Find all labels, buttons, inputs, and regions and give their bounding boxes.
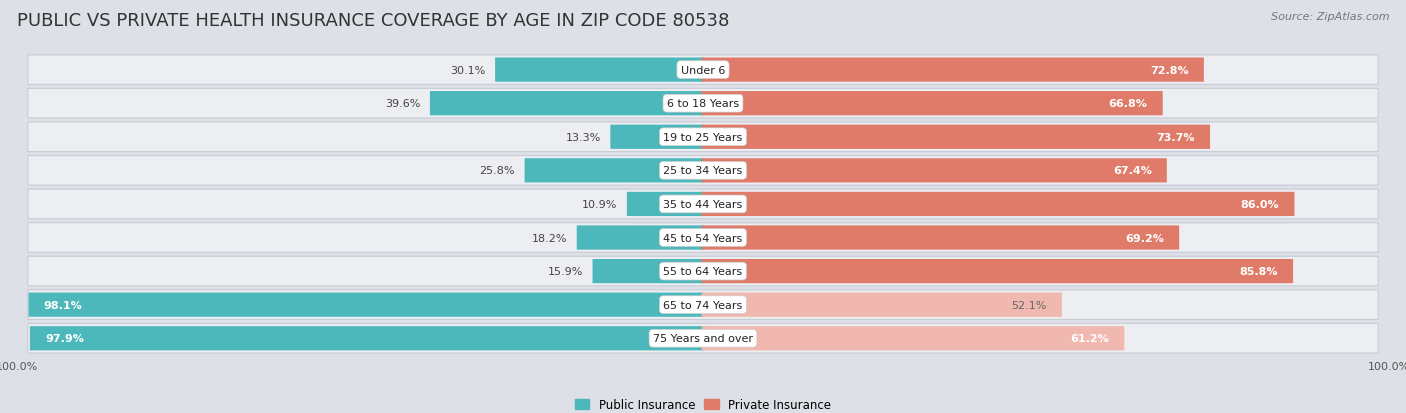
FancyBboxPatch shape — [702, 58, 1204, 83]
Text: 98.1%: 98.1% — [44, 300, 83, 310]
FancyBboxPatch shape — [430, 92, 704, 116]
Text: 61.2%: 61.2% — [1070, 333, 1109, 344]
FancyBboxPatch shape — [592, 259, 704, 284]
Text: 6 to 18 Years: 6 to 18 Years — [666, 99, 740, 109]
Text: 13.3%: 13.3% — [565, 133, 600, 142]
FancyBboxPatch shape — [524, 159, 704, 183]
Text: 73.7%: 73.7% — [1157, 133, 1195, 142]
FancyBboxPatch shape — [627, 192, 704, 216]
FancyBboxPatch shape — [702, 326, 1125, 351]
Text: Source: ZipAtlas.com: Source: ZipAtlas.com — [1271, 12, 1389, 22]
Text: PUBLIC VS PRIVATE HEALTH INSURANCE COVERAGE BY AGE IN ZIP CODE 80538: PUBLIC VS PRIVATE HEALTH INSURANCE COVER… — [17, 12, 730, 30]
FancyBboxPatch shape — [495, 58, 704, 83]
FancyBboxPatch shape — [702, 92, 1163, 116]
Text: 75 Years and over: 75 Years and over — [652, 333, 754, 344]
Text: 67.4%: 67.4% — [1114, 166, 1152, 176]
FancyBboxPatch shape — [28, 257, 1378, 286]
FancyBboxPatch shape — [28, 190, 1378, 219]
Text: 45 to 54 Years: 45 to 54 Years — [664, 233, 742, 243]
Text: 66.8%: 66.8% — [1109, 99, 1147, 109]
Text: 18.2%: 18.2% — [531, 233, 567, 243]
FancyBboxPatch shape — [28, 56, 1378, 85]
FancyBboxPatch shape — [28, 293, 704, 317]
Text: 19 to 25 Years: 19 to 25 Years — [664, 133, 742, 142]
Text: 55 to 64 Years: 55 to 64 Years — [664, 266, 742, 276]
Text: 85.8%: 85.8% — [1240, 266, 1278, 276]
FancyBboxPatch shape — [28, 324, 1378, 353]
Text: 39.6%: 39.6% — [385, 99, 420, 109]
FancyBboxPatch shape — [702, 226, 1180, 250]
FancyBboxPatch shape — [28, 290, 1378, 320]
FancyBboxPatch shape — [28, 89, 1378, 119]
FancyBboxPatch shape — [702, 125, 1211, 150]
FancyBboxPatch shape — [702, 293, 1062, 317]
Text: 97.9%: 97.9% — [45, 333, 84, 344]
Text: 86.0%: 86.0% — [1240, 199, 1279, 209]
FancyBboxPatch shape — [610, 125, 704, 150]
Text: 69.2%: 69.2% — [1125, 233, 1164, 243]
FancyBboxPatch shape — [28, 223, 1378, 253]
FancyBboxPatch shape — [30, 326, 704, 351]
Text: 10.9%: 10.9% — [582, 199, 617, 209]
FancyBboxPatch shape — [702, 259, 1294, 284]
Text: 25 to 34 Years: 25 to 34 Years — [664, 166, 742, 176]
FancyBboxPatch shape — [702, 192, 1295, 216]
FancyBboxPatch shape — [576, 226, 704, 250]
Legend: Public Insurance, Private Insurance: Public Insurance, Private Insurance — [571, 393, 835, 413]
FancyBboxPatch shape — [702, 159, 1167, 183]
Text: 15.9%: 15.9% — [547, 266, 583, 276]
FancyBboxPatch shape — [28, 123, 1378, 152]
Text: 72.8%: 72.8% — [1150, 65, 1189, 76]
Text: Under 6: Under 6 — [681, 65, 725, 76]
Text: 52.1%: 52.1% — [1011, 300, 1046, 310]
Text: 30.1%: 30.1% — [450, 65, 485, 76]
FancyBboxPatch shape — [28, 156, 1378, 186]
Text: 25.8%: 25.8% — [479, 166, 515, 176]
Text: 65 to 74 Years: 65 to 74 Years — [664, 300, 742, 310]
Text: 35 to 44 Years: 35 to 44 Years — [664, 199, 742, 209]
